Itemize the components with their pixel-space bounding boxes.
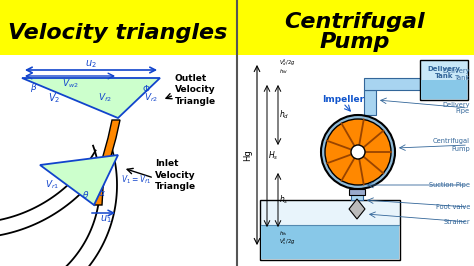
Text: $\alpha$: $\alpha$: [98, 189, 106, 197]
Text: Centrifugal: Centrifugal: [285, 12, 425, 32]
Text: $\theta$: $\theta$: [82, 189, 90, 201]
Text: $h_{fd}$: $h_{fd}$: [279, 68, 288, 76]
Text: $V_1=V_{f1}$: $V_1=V_{f1}$: [121, 174, 151, 186]
Polygon shape: [349, 199, 365, 219]
Text: Delivery
Tank: Delivery Tank: [428, 65, 461, 78]
Text: $u_2$: $u_2$: [85, 58, 97, 70]
Text: $h_d$: $h_d$: [279, 109, 289, 121]
Bar: [364, 90, 376, 115]
Circle shape: [325, 119, 391, 185]
Text: $h_s$: $h_s$: [279, 194, 289, 206]
Text: Impeller: Impeller: [322, 94, 364, 103]
Bar: [0, 0, 237, 55]
Text: $V_d^2/2g$: $V_d^2/2g$: [279, 58, 296, 68]
Bar: [237, 55, 474, 266]
Text: $u_1$: $u_1$: [100, 213, 112, 225]
Circle shape: [351, 145, 365, 159]
Bar: [349, 189, 365, 195]
Text: $H_s$: $H_s$: [268, 150, 278, 162]
Bar: [260, 200, 400, 260]
Text: $V_{f2}$: $V_{f2}$: [98, 92, 112, 104]
Bar: [421, 80, 467, 99]
Text: Delivery
Pipe: Delivery Pipe: [443, 102, 470, 114]
Bar: [420, 60, 468, 100]
Text: $V_2$: $V_2$: [48, 91, 60, 105]
Bar: [237, 0, 474, 55]
Text: Strainer: Strainer: [443, 219, 470, 225]
Text: $\Phi$: $\Phi$: [142, 82, 150, 94]
Bar: [364, 78, 420, 90]
Polygon shape: [94, 120, 120, 205]
Circle shape: [321, 115, 395, 189]
Polygon shape: [40, 155, 118, 205]
Text: Centrifugal
Pump: Centrifugal Pump: [433, 139, 470, 152]
Text: Delivery
Tank: Delivery Tank: [443, 69, 470, 81]
Text: Inlet
Velocity
Triangle: Inlet Velocity Triangle: [155, 159, 196, 191]
Text: $h_{fs}$: $h_{fs}$: [279, 230, 288, 238]
Text: Hg: Hg: [243, 149, 252, 161]
Text: Outlet
Velocity
Triangle: Outlet Velocity Triangle: [175, 74, 216, 106]
Text: $V_s^2/2g$: $V_s^2/2g$: [279, 236, 296, 247]
Bar: [351, 189, 363, 200]
Text: Suction Pipe: Suction Pipe: [429, 182, 470, 188]
Text: $V_{w2}$: $V_{w2}$: [62, 78, 78, 90]
Text: $V_{r2}$: $V_{r2}$: [144, 92, 158, 104]
Text: Foot valve: Foot valve: [436, 204, 470, 210]
Text: Velocity triangles: Velocity triangles: [9, 23, 228, 43]
Bar: [261, 225, 399, 259]
Bar: [0, 55, 237, 266]
Text: Pump: Pump: [320, 32, 390, 52]
Polygon shape: [22, 78, 160, 118]
Text: $V_{r1}$: $V_{r1}$: [45, 179, 59, 191]
Text: $\beta$: $\beta$: [30, 81, 38, 94]
